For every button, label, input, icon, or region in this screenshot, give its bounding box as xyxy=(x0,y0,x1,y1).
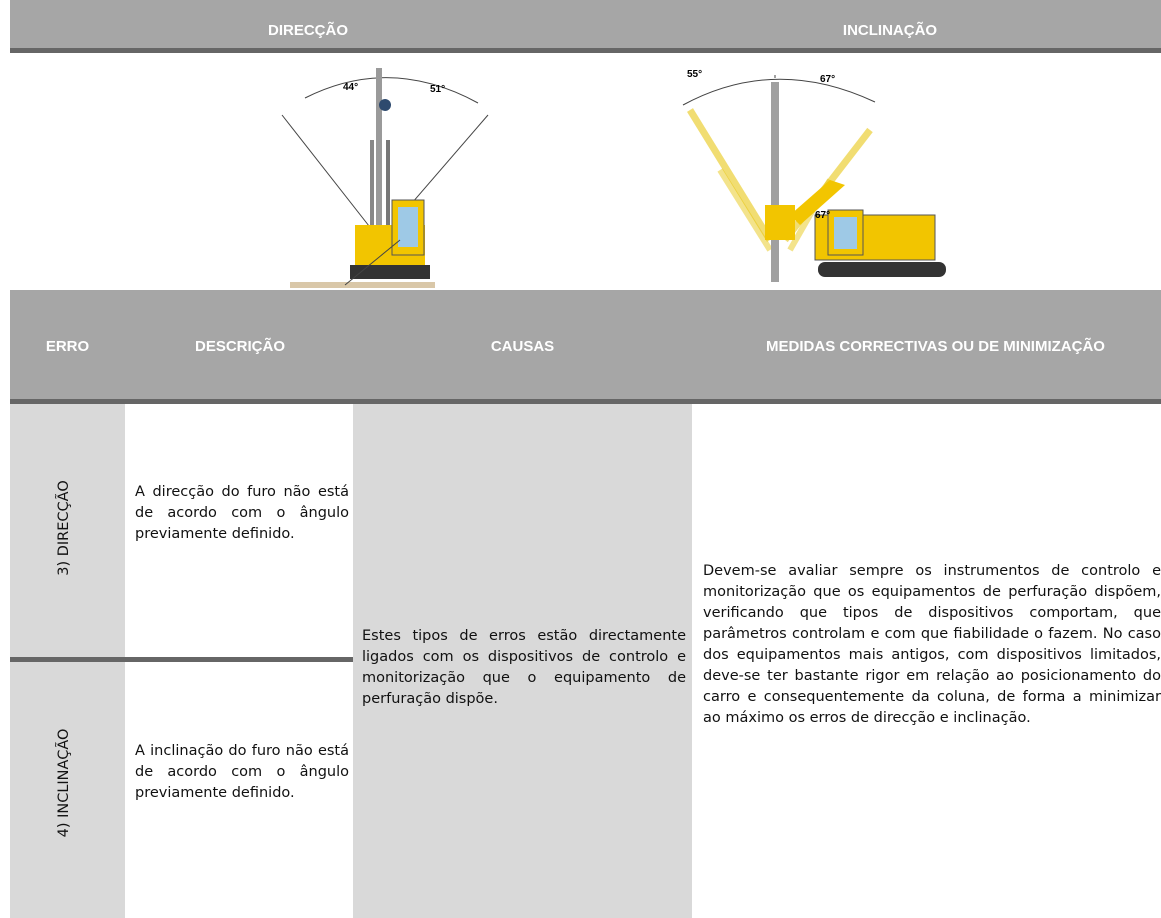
inclination-figure: 55° 67° 67° xyxy=(682,69,946,282)
angle-label: 67° xyxy=(815,210,830,221)
top-header xyxy=(10,0,1161,48)
angle-label: 44° xyxy=(343,82,358,93)
column-header: CAUSAS xyxy=(490,338,555,355)
row-description: A inclinação do furo não está de acordo … xyxy=(135,743,349,801)
row-description: A direcção do furo não está de acordo co… xyxy=(135,484,349,542)
angle-label: 55° xyxy=(687,69,702,80)
row-error: 3) DIRECÇÃO xyxy=(56,480,72,576)
direction-figure: 44° 51° xyxy=(281,68,489,288)
figures: 44° 51° 55° 67° 67° xyxy=(281,68,946,288)
column-header: ERRO xyxy=(45,338,90,355)
header-rule xyxy=(10,48,1161,53)
header-inclination: INCLINAÇÃO xyxy=(842,22,938,39)
table-header-rule xyxy=(10,399,1161,404)
causes: Estes tipos de erros estão directamente … xyxy=(362,628,686,707)
row-rule xyxy=(10,657,353,662)
column-header: MEDIDAS CORRECTIVAS OU DE MINIMIZAÇÃO xyxy=(766,338,1105,355)
header-direction: DIRECÇÃO xyxy=(267,22,348,39)
column-header: DESCRIÇÃO xyxy=(194,338,285,355)
angle-label: 67° xyxy=(820,74,835,85)
causes-column xyxy=(353,404,692,918)
row-error: 4) INCLINAÇÃO xyxy=(56,728,72,838)
table-header xyxy=(10,290,1161,400)
angle-label: 51° xyxy=(430,84,445,95)
measures: Devem-se avaliar sempre os instrumentos … xyxy=(703,563,1161,726)
